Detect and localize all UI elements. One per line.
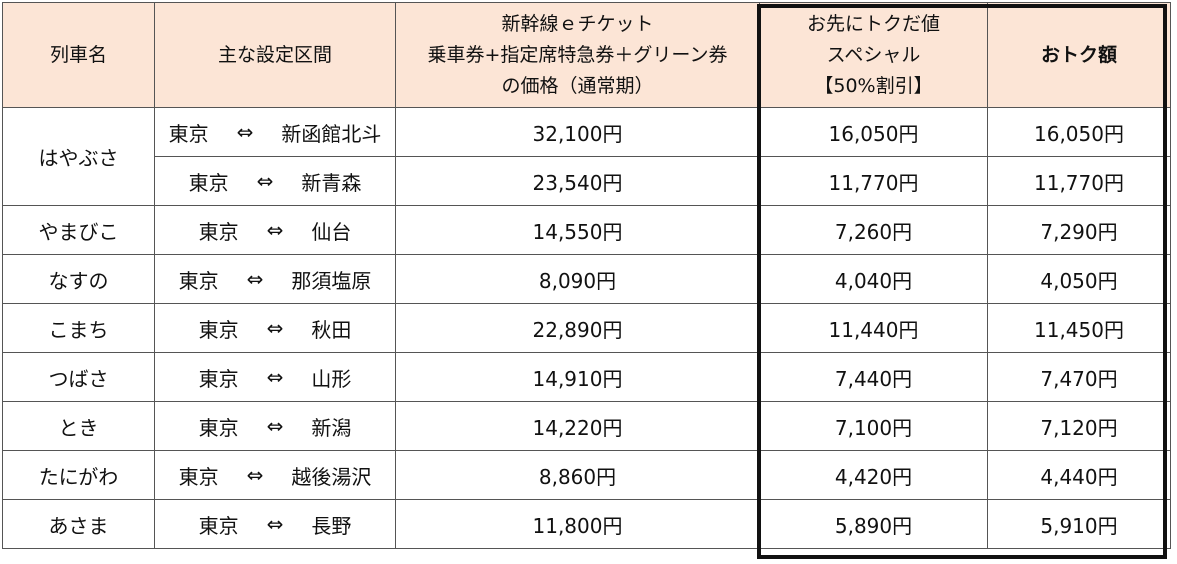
header-special-line3: 【50%割引】 <box>814 74 933 97</box>
train-name-cell: つばさ <box>2 352 155 402</box>
savings-cell: 4,440円 <box>987 450 1171 500</box>
table-row: やまびこ 東京 ⇔ 仙台 14,550円 7,260円 7,290円 <box>2 205 1171 255</box>
header-section: 主な設定区間 <box>154 2 396 108</box>
route-to: 長野 <box>311 513 352 538</box>
fare-table: 列車名 主な設定区間 新幹線ｅチケット 乗車券+指定席特急券＋グリーン券 の価格… <box>2 2 1171 549</box>
section-cell: 東京 ⇔ 長野 <box>154 499 396 549</box>
route-to: 山形 <box>311 366 352 391</box>
special-price-cell: 7,440円 <box>759 352 988 402</box>
savings-cell: 11,770円 <box>987 156 1171 206</box>
regular-price-cell: 11,800円 <box>395 499 760 549</box>
special-price-cell: 11,440円 <box>759 303 988 353</box>
savings-cell: 4,050円 <box>987 254 1171 304</box>
route-arrow: ⇔ <box>246 267 264 291</box>
table-row: なすの 東京 ⇔ 那須塩原 8,090円 4,040円 4,050円 <box>2 254 1171 304</box>
special-price-cell: 16,050円 <box>759 107 988 157</box>
special-price-cell: 5,890円 <box>759 499 988 549</box>
section-cell: 東京 ⇔ 那須塩原 <box>154 254 396 304</box>
route-arrow: ⇔ <box>266 365 284 389</box>
header-regular-line3: の価格（通常期） <box>501 74 654 97</box>
table-row: あさま 東京 ⇔ 長野 11,800円 5,890円 5,910円 <box>2 499 1171 549</box>
route-from: 東京 <box>168 121 209 146</box>
regular-price-cell: 14,220円 <box>395 401 760 451</box>
route-from: 東京 <box>198 415 239 440</box>
route-to: 仙台 <box>311 219 352 244</box>
route-from: 東京 <box>178 268 219 293</box>
header-row: 列車名 主な設定区間 新幹線ｅチケット 乗車券+指定席特急券＋グリーン券 の価格… <box>2 2 1171 108</box>
section-cell: 東京 ⇔ 山形 <box>154 352 396 402</box>
route-arrow: ⇔ <box>266 316 284 340</box>
savings-cell: 7,470円 <box>987 352 1171 402</box>
special-price-cell: 7,260円 <box>759 205 988 255</box>
table-row: こまち 東京 ⇔ 秋田 22,890円 11,440円 11,450円 <box>2 303 1171 353</box>
table-row: たにがわ 東京 ⇔ 越後湯沢 8,860円 4,420円 4,440円 <box>2 450 1171 500</box>
regular-price-cell: 14,910円 <box>395 352 760 402</box>
route-arrow: ⇔ <box>256 169 274 193</box>
route-to: 那須塩原 <box>291 268 372 293</box>
savings-cell: 16,050円 <box>987 107 1171 157</box>
section-cell: 東京 ⇔ 秋田 <box>154 303 396 353</box>
route-to: 新潟 <box>311 415 352 440</box>
savings-cell: 7,290円 <box>987 205 1171 255</box>
route-from: 東京 <box>188 170 229 195</box>
route-arrow: ⇔ <box>266 218 284 242</box>
header-special-line1: お先にトクだ値 <box>806 12 940 35</box>
special-price-cell: 7,100円 <box>759 401 988 451</box>
section-cell: 東京 ⇔ 新青森 <box>154 156 396 206</box>
header-special-line2: スペシャル <box>826 43 921 66</box>
route-from: 東京 <box>198 513 239 538</box>
regular-price-cell: 23,540円 <box>395 156 760 206</box>
header-regular-price: 新幹線ｅチケット 乗車券+指定席特急券＋グリーン券 の価格（通常期） <box>395 2 760 108</box>
route-to: 秋田 <box>311 317 352 342</box>
train-name-cell: こまち <box>2 303 155 353</box>
regular-price-cell: 22,890円 <box>395 303 760 353</box>
savings-cell: 5,910円 <box>987 499 1171 549</box>
route-arrow: ⇔ <box>236 120 254 144</box>
header-train-name: 列車名 <box>2 2 155 108</box>
route-from: 東京 <box>198 317 239 342</box>
special-price-cell: 11,770円 <box>759 156 988 206</box>
header-regular-line1: 新幹線ｅチケット <box>501 12 654 35</box>
regular-price-cell: 8,090円 <box>395 254 760 304</box>
route-arrow: ⇔ <box>266 414 284 438</box>
route-to: 越後湯沢 <box>291 464 372 489</box>
special-price-cell: 4,420円 <box>759 450 988 500</box>
regular-price-cell: 8,860円 <box>395 450 760 500</box>
route-from: 東京 <box>198 219 239 244</box>
route-from: 東京 <box>198 366 239 391</box>
table-row: 東京 ⇔ 新青森 23,540円 11,770円 11,770円 <box>3 156 1171 206</box>
table-row: とき 東京 ⇔ 新潟 14,220円 7,100円 7,120円 <box>2 401 1171 451</box>
header-special-price: お先にトクだ値 スペシャル 【50%割引】 <box>759 2 988 108</box>
section-cell: 東京 ⇔ 越後湯沢 <box>154 450 396 500</box>
regular-price-cell: 32,100円 <box>395 107 760 157</box>
train-name-cell: とき <box>2 401 155 451</box>
special-price-cell: 4,040円 <box>759 254 988 304</box>
train-name-cell: あさま <box>2 499 155 549</box>
route-from: 東京 <box>178 464 219 489</box>
section-cell: 東京 ⇔ 仙台 <box>154 205 396 255</box>
route-to: 新函館北斗 <box>281 121 382 146</box>
table-row: つばさ 東京 ⇔ 山形 14,910円 7,440円 7,470円 <box>2 352 1171 402</box>
header-savings: おトク額 <box>987 2 1171 108</box>
train-name-cell: たにがわ <box>2 450 155 500</box>
route-arrow: ⇔ <box>246 463 264 487</box>
section-cell: 東京 ⇔ 新函館北斗 <box>154 107 396 157</box>
savings-cell: 11,450円 <box>987 303 1171 353</box>
train-name-cell: やまびこ <box>2 205 155 255</box>
route-arrow: ⇔ <box>266 512 284 536</box>
train-name-cell: なすの <box>2 254 155 304</box>
section-cell: 東京 ⇔ 新潟 <box>154 401 396 451</box>
regular-price-cell: 14,550円 <box>395 205 760 255</box>
table-row: はやぶさ 東京 ⇔ 新函館北斗 32,100円 16,050円 16,050円 <box>2 107 1171 206</box>
header-regular-line2: 乗車券+指定席特急券＋グリーン券 <box>427 43 728 66</box>
savings-cell: 7,120円 <box>987 401 1171 451</box>
train-name-cell: はやぶさ <box>2 107 155 206</box>
route-to: 新青森 <box>301 170 362 195</box>
